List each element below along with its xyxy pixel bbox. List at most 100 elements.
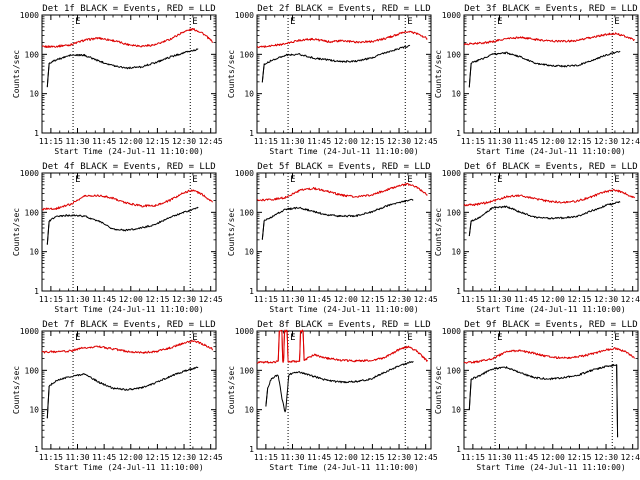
y-tick-label: 1 bbox=[34, 129, 39, 138]
panel-title: Det 2f BLACK = Events, RED = LLD bbox=[257, 4, 430, 14]
x-tick-label: 12:15 bbox=[145, 295, 169, 304]
x-tick-label: 12:30 bbox=[387, 137, 411, 146]
axes-frame bbox=[41, 330, 217, 450]
x-tick-label: 12:30 bbox=[387, 453, 411, 462]
y-tick-label: 1 bbox=[249, 445, 254, 454]
x-tick-label: 12:45 bbox=[199, 137, 223, 146]
y-tick-label: 1 bbox=[249, 287, 254, 296]
event-marker-label: E bbox=[497, 175, 502, 185]
x-tick-label: 12:45 bbox=[414, 295, 438, 304]
y-tick-label: 10 bbox=[451, 90, 461, 99]
x-axis-label: Start Time (24-Jul-11 11:10:00) bbox=[476, 147, 625, 156]
event-marker-label: E bbox=[614, 17, 619, 27]
x-axis-label: Start Time (24-Jul-11 11:10:00) bbox=[269, 147, 418, 156]
axes-frame bbox=[256, 14, 432, 134]
x-tick-label: 11:15 bbox=[461, 137, 485, 146]
events-series bbox=[46, 48, 199, 88]
y-tick-label: 1 bbox=[34, 287, 39, 296]
panel-det-4f: Det 4f BLACK = Events, RED = LLD 1 10 100 10… bbox=[12, 162, 223, 314]
event-marker-label: E bbox=[290, 17, 295, 27]
x-tick-label: 12:30 bbox=[594, 295, 618, 304]
panel-title: Det 4f BLACK = Events, RED = LLD bbox=[42, 162, 215, 172]
panel-det-7f: Det 7f BLACK = Events, RED = LLD 1 10 100 10… bbox=[12, 320, 223, 472]
x-tick-label: 11:45 bbox=[307, 295, 331, 304]
y-tick-label: 100 bbox=[25, 366, 40, 375]
x-tick-label: 12:15 bbox=[360, 137, 384, 146]
y-tick-label: 100 bbox=[447, 366, 462, 375]
x-tick-label: 11:45 bbox=[307, 453, 331, 462]
y-tick-label: 1 bbox=[34, 445, 39, 454]
x-tick-label: 12:00 bbox=[119, 453, 143, 462]
y-tick-label: 100 bbox=[240, 50, 255, 59]
x-tick-label: 12:00 bbox=[334, 137, 358, 146]
y-tick-label: 1000 bbox=[20, 169, 39, 178]
panel-title: Det 3f BLACK = Events, RED = LLD bbox=[464, 4, 637, 14]
events-series-edge bbox=[261, 221, 265, 240]
panel-title: Det 7f BLACK = Events, RED = LLD bbox=[42, 320, 215, 330]
event-marker-label: E bbox=[497, 17, 502, 27]
x-tick-label: 12:15 bbox=[360, 295, 384, 304]
x-tick-label: 12:15 bbox=[567, 137, 591, 146]
y-tick-label: 10 bbox=[244, 90, 254, 99]
y-tick-label: 1000 bbox=[20, 327, 39, 336]
y-tick-label: 10 bbox=[451, 406, 461, 415]
events-series bbox=[46, 206, 199, 245]
panel-det-1f: Det 1f BLACK = Events, RED = LLD 1 10 100 10… bbox=[12, 4, 223, 156]
x-tick-label: 12:15 bbox=[145, 137, 169, 146]
event-marker-label: E bbox=[192, 333, 197, 343]
x-tick-label: 11:45 bbox=[92, 453, 116, 462]
events-series-edge bbox=[616, 364, 619, 438]
lld-series bbox=[41, 189, 213, 211]
y-tick-label: 10 bbox=[244, 248, 254, 257]
x-tick-label: 11:15 bbox=[39, 453, 63, 462]
events-series-edge bbox=[265, 388, 269, 407]
panel-det-6f: Det 6f BLACK = Events, RED = LLD 1 10 100 10… bbox=[434, 162, 640, 314]
x-tick-label: 11:45 bbox=[514, 453, 538, 462]
x-tick-label: 11:30 bbox=[280, 453, 304, 462]
y-tick-label: 10 bbox=[29, 90, 39, 99]
lld-series bbox=[463, 347, 635, 364]
x-tick-label: 11:15 bbox=[461, 295, 485, 304]
panel-det-8f: Det 8f BLACK = Events, RED = LLD 1 10 100 10… bbox=[227, 320, 438, 472]
x-tick-label: 12:45 bbox=[621, 137, 640, 146]
y-tick-label: 1 bbox=[249, 129, 254, 138]
lld-series-edge bbox=[299, 330, 301, 362]
y-axis-label: Counts/sec bbox=[12, 366, 21, 414]
x-tick-label: 11:15 bbox=[39, 295, 63, 304]
y-tick-label: 10 bbox=[451, 248, 461, 257]
x-tick-label: 11:45 bbox=[92, 295, 116, 304]
y-axis-label: Counts/sec bbox=[12, 50, 21, 98]
event-marker-label: E bbox=[614, 175, 619, 185]
event-marker-label: E bbox=[75, 175, 80, 185]
lld-series bbox=[41, 28, 213, 48]
y-tick-label: 1000 bbox=[235, 327, 254, 336]
y-tick-label: 100 bbox=[25, 50, 40, 59]
lld-series bbox=[256, 329, 428, 364]
panel-det-5f: Det 5f BLACK = Events, RED = LLD 1 10 100 10… bbox=[227, 162, 438, 314]
y-tick-label: 100 bbox=[240, 208, 255, 217]
x-tick-label: 12:45 bbox=[414, 137, 438, 146]
x-tick-label: 12:00 bbox=[541, 453, 565, 462]
x-tick-label: 11:30 bbox=[65, 453, 89, 462]
axes-frame bbox=[256, 172, 432, 292]
y-axis-label: Counts/sec bbox=[434, 366, 443, 414]
x-tick-label: 11:30 bbox=[65, 295, 89, 304]
event-marker-label: E bbox=[290, 175, 295, 185]
panel-title: Det 8f BLACK = Events, RED = LLD bbox=[257, 320, 430, 330]
panel-det-3f: Det 3f BLACK = Events, RED = LLD 1 10 100 10… bbox=[434, 4, 640, 156]
lld-series bbox=[41, 339, 213, 354]
event-marker-label: E bbox=[192, 17, 197, 27]
event-marker-label: E bbox=[75, 333, 80, 343]
lld-series-edge bbox=[282, 360, 284, 363]
lld-series-edge bbox=[277, 330, 280, 362]
y-tick-label: 100 bbox=[447, 50, 462, 59]
lld-series bbox=[256, 182, 428, 202]
event-marker-label: E bbox=[407, 333, 412, 343]
x-tick-label: 12:30 bbox=[172, 295, 196, 304]
x-tick-label: 12:00 bbox=[334, 453, 358, 462]
x-tick-label: 11:30 bbox=[487, 453, 511, 462]
events-series bbox=[265, 360, 414, 413]
panel-title: Det 5f BLACK = Events, RED = LLD bbox=[257, 162, 430, 172]
events-series-edge bbox=[261, 64, 265, 82]
y-tick-label: 1000 bbox=[235, 169, 254, 178]
